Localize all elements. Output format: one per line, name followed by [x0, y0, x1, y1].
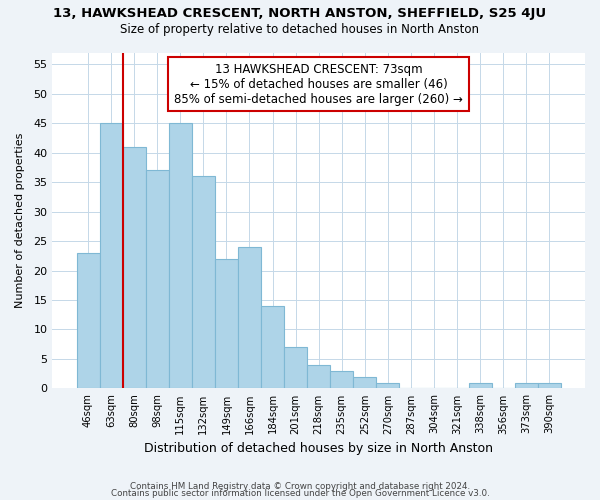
Text: Contains HM Land Registry data © Crown copyright and database right 2024.: Contains HM Land Registry data © Crown c…: [130, 482, 470, 491]
Text: Size of property relative to detached houses in North Anston: Size of property relative to detached ho…: [121, 22, 479, 36]
Bar: [376, 382, 400, 388]
Bar: [284, 347, 307, 389]
Text: 13 HAWKSHEAD CRESCENT: 73sqm
← 15% of detached houses are smaller (46)
85% of se: 13 HAWKSHEAD CRESCENT: 73sqm ← 15% of de…: [174, 62, 463, 106]
Bar: [261, 306, 284, 388]
Bar: [100, 123, 122, 388]
Bar: [192, 176, 215, 388]
Bar: [169, 123, 192, 388]
Text: Contains public sector information licensed under the Open Government Licence v3: Contains public sector information licen…: [110, 490, 490, 498]
X-axis label: Distribution of detached houses by size in North Anston: Distribution of detached houses by size …: [144, 442, 493, 455]
Bar: [215, 259, 238, 388]
Y-axis label: Number of detached properties: Number of detached properties: [15, 133, 25, 308]
Bar: [77, 253, 100, 388]
Bar: [122, 147, 146, 388]
Bar: [538, 382, 561, 388]
Bar: [353, 376, 376, 388]
Bar: [515, 382, 538, 388]
Bar: [330, 371, 353, 388]
Text: 13, HAWKSHEAD CRESCENT, NORTH ANSTON, SHEFFIELD, S25 4JU: 13, HAWKSHEAD CRESCENT, NORTH ANSTON, SH…: [53, 8, 547, 20]
Bar: [469, 382, 491, 388]
Bar: [238, 247, 261, 388]
Bar: [307, 365, 330, 388]
Bar: [146, 170, 169, 388]
